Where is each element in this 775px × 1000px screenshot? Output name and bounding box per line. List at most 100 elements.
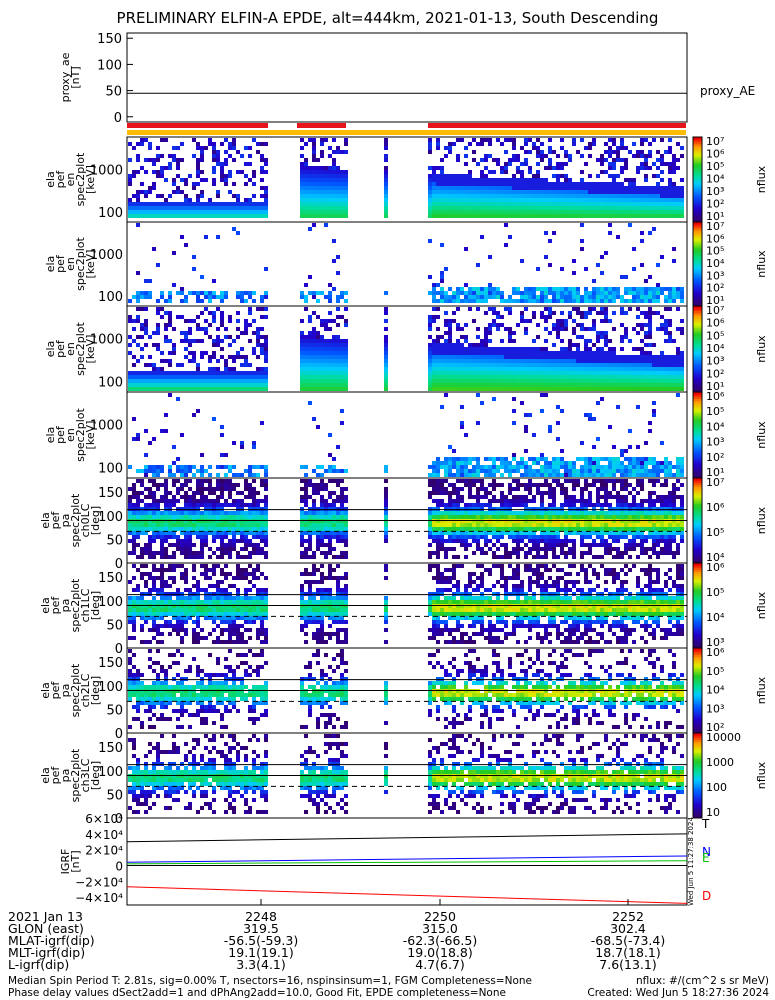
colorbar-segment [693, 255, 702, 259]
footer-row-label-l: L-igrf(dip) [8, 957, 70, 972]
colorbar-segment [693, 539, 702, 543]
colorbar-segment [693, 387, 702, 391]
colorbar-segment [693, 764, 702, 768]
colorbar-tick-label: 10⁵ [706, 526, 724, 539]
colorbar-segment [693, 645, 702, 649]
y-axis-label: pef [54, 425, 67, 444]
igrf-side-timestamp: Wed Jun 5 11:27:38 2024 [687, 817, 695, 906]
colorbar-label: nflux [755, 506, 768, 534]
colorbar-segment [693, 620, 702, 623]
colorbar-segment [693, 447, 702, 451]
colorbar-segment [693, 439, 702, 442]
colorbar-segment [693, 509, 702, 513]
colorbar-label: nflux [755, 761, 768, 789]
y-axis-label: ela [44, 427, 57, 444]
colorbar-segment [693, 202, 702, 206]
colorbar-segment [693, 331, 702, 335]
pitch-angle-cells [128, 564, 684, 644]
y-tick-label: 100 [98, 376, 123, 391]
colorbar-segment [693, 660, 702, 664]
colorbar-segment [693, 173, 702, 176]
colorbar-segment [693, 546, 702, 549]
colorbar-segment [693, 711, 702, 715]
colorbar-segment [693, 758, 702, 762]
colorbar-tick-label: 10³ [706, 436, 724, 449]
status-bar-yellow [127, 130, 686, 135]
y-tick-label: 100 [98, 206, 123, 221]
colorbar-label: nflux [755, 421, 768, 449]
y-axis-label: proxy_ae [59, 52, 72, 102]
y-tick-label: 100 [98, 510, 123, 525]
colorbar-segment [693, 571, 702, 575]
colorbar-segment [693, 230, 702, 233]
colorbar-segment [693, 306, 702, 309]
colorbar-segment [693, 207, 702, 210]
colorbar-segment [693, 151, 702, 155]
colorbar-segment [693, 550, 702, 553]
mlt-value: 18.7(18.1) [595, 945, 661, 960]
footer-row-label-glon: GLON (east) [8, 921, 84, 936]
y-tick-label: 100 [98, 595, 123, 610]
y-axis-label: [nT] [69, 66, 82, 88]
colorbar-segment [693, 669, 702, 672]
y-axis-label: [deg] [89, 761, 102, 790]
colorbar-segment [693, 675, 702, 679]
colorbar-segment [693, 526, 702, 530]
y-axis-label: IGRF [59, 849, 72, 875]
colorbar-segment [693, 234, 702, 238]
colorbar-segment [693, 428, 702, 432]
colorbar-segment [693, 537, 702, 541]
footer-row-label-date: 2021 Jan 13 [8, 909, 83, 924]
y-axis-label: ela [39, 512, 52, 529]
colorbar-segment [693, 340, 702, 344]
colorbar-segment [693, 200, 702, 204]
colorbar-segment [693, 376, 702, 380]
y-tick-label: 0 [114, 111, 122, 126]
colorbar-segment [693, 264, 702, 267]
colorbar-segment [693, 282, 702, 286]
glon-value: 319.5 [243, 921, 279, 936]
y-tick-label: 1000 [90, 163, 123, 178]
colorbar-segment [693, 245, 702, 248]
colorbar-segment [693, 454, 702, 457]
colorbar-segment [693, 224, 702, 227]
colorbar-segment [693, 607, 702, 611]
panel-frame [126, 32, 688, 123]
colorbar-segment [693, 684, 702, 687]
y-tick-label: 50 [106, 788, 123, 803]
y-axis-label: ch0LC [79, 503, 92, 537]
colorbar-segment [693, 381, 702, 384]
colorbar-segment [693, 703, 702, 706]
colorbar-segment [693, 730, 702, 734]
colorbar-segment [693, 641, 702, 645]
status-bar-red [428, 123, 686, 128]
colorbar-segment [693, 792, 702, 796]
y-tick-label: 100 [98, 765, 123, 780]
colorbar-segment [693, 699, 702, 702]
colorbar-segment [693, 437, 702, 440]
colorbar-segment [693, 475, 702, 479]
colorbar-segment [693, 177, 702, 180]
y-tick-label: 100 [98, 462, 123, 477]
colorbar-segment [693, 584, 702, 587]
colorbar-segment [693, 316, 702, 320]
colorbar-segment [693, 490, 702, 494]
colorbar-tick-label: 10⁷ [706, 476, 724, 489]
colorbar-tick-label: 10⁶ [706, 501, 725, 514]
colorbar-segment [693, 754, 702, 757]
colorbar-tick-label: 100 [706, 781, 727, 794]
igrf-legend-t: T [701, 817, 710, 831]
colorbar-segment [693, 409, 702, 412]
colorbar-segment [693, 480, 702, 483]
colorbar-segment [693, 696, 702, 700]
y-axis-label: ela [44, 256, 57, 273]
colorbar-segment [693, 435, 702, 438]
colorbar-segment [693, 232, 702, 236]
colorbar-segment [693, 154, 702, 157]
colorbar-segment [693, 357, 702, 361]
colorbar-segment [693, 285, 702, 288]
y-tick-label: 150 [98, 486, 123, 501]
colorbar-segment [693, 586, 702, 589]
colorbar-tick-label: 10⁶ [706, 148, 725, 161]
y-axis-label: pef [49, 511, 62, 530]
